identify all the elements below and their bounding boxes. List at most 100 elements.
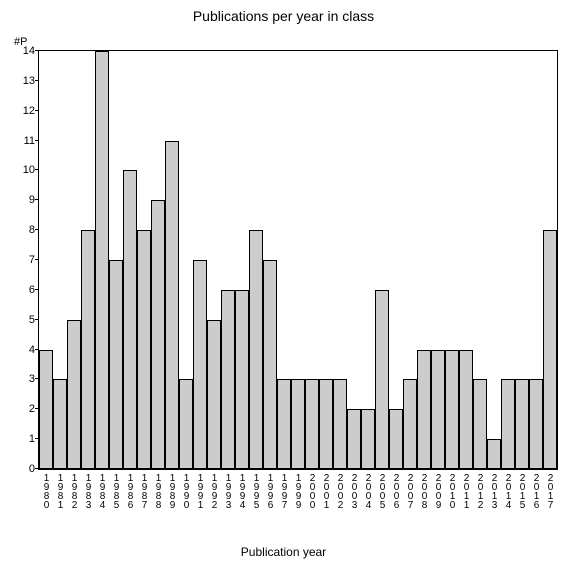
bar bbox=[81, 230, 95, 469]
y-tick-label: 7 bbox=[29, 254, 39, 266]
y-tick-mark bbox=[35, 259, 39, 260]
x-tick-label: 2004 bbox=[363, 469, 373, 509]
x-tick-label: 1983 bbox=[83, 469, 93, 509]
x-tick-label: 2000 bbox=[307, 469, 317, 509]
bar bbox=[39, 350, 53, 469]
bar bbox=[417, 350, 431, 469]
y-tick-mark bbox=[35, 319, 39, 320]
bar bbox=[53, 379, 67, 469]
y-tick-mark bbox=[35, 438, 39, 439]
bar bbox=[389, 409, 403, 469]
x-tick-label: 1986 bbox=[125, 469, 135, 509]
x-tick-label: 2017 bbox=[545, 469, 555, 509]
bars-group bbox=[39, 51, 557, 469]
x-tick-label: 1992 bbox=[209, 469, 219, 509]
bar bbox=[221, 290, 235, 469]
x-tick-label: 2013 bbox=[489, 469, 499, 509]
y-tick-label: 0 bbox=[29, 463, 39, 475]
y-tick-mark bbox=[35, 169, 39, 170]
bar bbox=[459, 350, 473, 469]
bar bbox=[473, 379, 487, 469]
y-tick-label: 12 bbox=[23, 105, 39, 117]
bar bbox=[319, 379, 333, 469]
y-tick-label: 5 bbox=[29, 314, 39, 326]
bar bbox=[543, 230, 557, 469]
y-tick-label: 9 bbox=[29, 194, 39, 206]
x-tick-label: 1982 bbox=[69, 469, 79, 509]
bar bbox=[151, 200, 165, 469]
y-tick-label: 8 bbox=[29, 224, 39, 236]
bar bbox=[431, 350, 445, 469]
bar bbox=[375, 290, 389, 469]
plot-area: 0123456789101112131419801981198219831984… bbox=[38, 50, 558, 470]
y-tick-label: 3 bbox=[29, 373, 39, 385]
bar bbox=[487, 439, 501, 469]
bar bbox=[515, 379, 529, 469]
y-tick-mark bbox=[35, 110, 39, 111]
bar bbox=[109, 260, 123, 469]
bar bbox=[529, 379, 543, 469]
y-tick-label: 14 bbox=[23, 45, 39, 57]
x-tick-label: 1997 bbox=[279, 469, 289, 509]
y-tick-mark bbox=[35, 349, 39, 350]
y-tick-label: 10 bbox=[23, 164, 39, 176]
bar bbox=[235, 290, 249, 469]
bar bbox=[67, 320, 81, 469]
x-tick-label: 2014 bbox=[503, 469, 513, 509]
bar bbox=[361, 409, 375, 469]
x-tick-label: 1995 bbox=[251, 469, 261, 509]
x-tick-label: 1980 bbox=[41, 469, 51, 509]
bar bbox=[263, 260, 277, 469]
y-tick-label: 11 bbox=[24, 135, 39, 147]
x-tick-label: 2007 bbox=[405, 469, 415, 509]
x-tick-label: 1993 bbox=[223, 469, 233, 509]
y-tick-label: 1 bbox=[29, 433, 39, 445]
bar bbox=[123, 170, 137, 469]
y-tick-mark bbox=[35, 50, 39, 51]
x-tick-label: 2006 bbox=[391, 469, 401, 509]
bar bbox=[137, 230, 151, 469]
bar bbox=[291, 379, 305, 469]
x-tick-label: 2005 bbox=[377, 469, 387, 509]
bar bbox=[277, 379, 291, 469]
x-tick-label: 2002 bbox=[335, 469, 345, 509]
bar bbox=[333, 379, 347, 469]
x-tick-label: 2011 bbox=[461, 469, 471, 509]
bar bbox=[179, 379, 193, 469]
chart-title: Publications per year in class bbox=[0, 8, 567, 24]
bar bbox=[95, 51, 109, 469]
x-tick-label: 2016 bbox=[531, 469, 541, 509]
bar bbox=[165, 141, 179, 469]
x-tick-label: 1988 bbox=[153, 469, 163, 509]
x-tick-label: 1984 bbox=[97, 469, 107, 509]
y-tick-mark bbox=[35, 468, 39, 469]
bar bbox=[501, 379, 515, 469]
x-tick-label: 1994 bbox=[237, 469, 247, 509]
x-tick-label: 2008 bbox=[419, 469, 429, 509]
y-tick-mark bbox=[35, 289, 39, 290]
x-tick-label: 1990 bbox=[181, 469, 191, 509]
bar bbox=[249, 230, 263, 469]
y-tick-label: 13 bbox=[23, 75, 39, 87]
x-tick-label: 2015 bbox=[517, 469, 527, 509]
bar bbox=[403, 379, 417, 469]
x-tick-label: 2003 bbox=[349, 469, 359, 509]
bar bbox=[305, 379, 319, 469]
y-tick-mark bbox=[35, 140, 39, 141]
y-tick-mark bbox=[35, 408, 39, 409]
bar bbox=[347, 409, 361, 469]
x-tick-label: 1987 bbox=[139, 469, 149, 509]
chart-container: Publications per year in class #P 012345… bbox=[0, 0, 567, 567]
x-tick-label: 1999 bbox=[293, 469, 303, 509]
x-tick-label: 1989 bbox=[167, 469, 177, 509]
x-tick-label: 1991 bbox=[195, 469, 205, 509]
x-tick-label: 1996 bbox=[265, 469, 275, 509]
x-tick-label: 2010 bbox=[447, 469, 457, 509]
y-tick-mark bbox=[35, 378, 39, 379]
bar bbox=[207, 320, 221, 469]
x-tick-label: 1985 bbox=[111, 469, 121, 509]
y-tick-mark bbox=[35, 229, 39, 230]
x-tick-label: 2009 bbox=[433, 469, 443, 509]
x-tick-label: 2001 bbox=[321, 469, 331, 509]
y-tick-label: 4 bbox=[29, 344, 39, 356]
